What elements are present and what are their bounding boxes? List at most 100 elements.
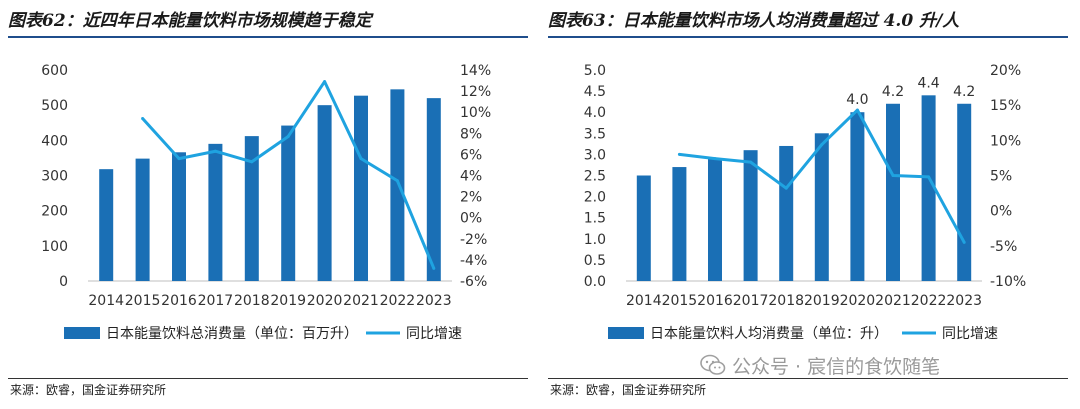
- y-right-tick-label: 20%: [990, 63, 1021, 79]
- y-right-tick-label: 2%: [460, 190, 482, 206]
- bar: [814, 133, 829, 281]
- y-right-tick-label: 0%: [990, 204, 1012, 220]
- y-left-tick-label: 3.0: [584, 147, 606, 163]
- growth-point: [820, 143, 824, 147]
- bar: [172, 152, 186, 281]
- x-tick-label: 2018: [234, 293, 270, 309]
- y-left-tick-label: 0: [59, 274, 68, 290]
- growth-point: [286, 134, 290, 138]
- bar: [317, 105, 332, 282]
- y-right-tick-label: 10%: [460, 105, 491, 121]
- y-right-tick-label: 12%: [460, 84, 491, 100]
- growth-point: [432, 266, 436, 270]
- bar: [354, 95, 368, 282]
- x-tick-label: 2023: [946, 293, 982, 309]
- bar: [99, 169, 114, 281]
- y-right-tick-label: -2%: [460, 232, 487, 248]
- y-left-tick-label: 1.5: [584, 211, 606, 227]
- x-tick-label: 2014: [626, 293, 662, 309]
- x-tick-label: 2021: [343, 293, 379, 309]
- y-right-tick-label: 8%: [460, 126, 482, 142]
- bar: [708, 158, 722, 281]
- y-left-tick-label: 2.0: [584, 190, 606, 206]
- bar: [426, 98, 441, 281]
- data-label: 4.0: [846, 92, 868, 108]
- legend-bar-swatch: [608, 327, 644, 339]
- x-tick-label: 2016: [697, 293, 733, 309]
- data-label: 4.4: [917, 75, 939, 91]
- y-right-tick-label: -5%: [990, 239, 1017, 255]
- chart-title: 图表63：日本能量饮料市场人均消费量超过 4.0 升/人: [548, 11, 960, 31]
- x-tick-label: 2023: [416, 293, 452, 309]
- legend-bar-label: 日本能量饮料人均消费量（单位：升）: [650, 326, 888, 342]
- bar: [244, 136, 259, 281]
- wechat-icon: [700, 354, 726, 375]
- y-right-tick-label: -6%: [460, 274, 487, 290]
- growth-point: [359, 157, 363, 161]
- source-divider: [8, 378, 528, 379]
- bar: [672, 167, 687, 281]
- bar: [390, 89, 405, 281]
- growth-point: [250, 160, 254, 164]
- bar: [779, 145, 794, 281]
- y-left-tick-label: 400: [41, 133, 68, 149]
- growth-point: [784, 186, 788, 190]
- bar: [636, 175, 651, 281]
- growth-point: [713, 157, 717, 161]
- x-tick-label: 2022: [911, 293, 947, 309]
- y-left-tick-label: 5.0: [584, 63, 606, 79]
- y-right-tick-label: 5%: [990, 169, 1012, 185]
- y-right-tick-label: -10%: [990, 274, 1026, 290]
- source-note: 来源：欧睿，国金证券研究所: [550, 383, 707, 397]
- y-right-tick-label: 14%: [460, 63, 491, 79]
- growth-point: [141, 117, 145, 121]
- bar: [886, 103, 900, 281]
- watermark-text: 公众号 · 宸信的食饮随笔: [732, 355, 941, 378]
- x-tick-label: 2021: [875, 293, 911, 309]
- y-right-tick-label: -4%: [460, 253, 487, 269]
- growth-point: [395, 179, 399, 183]
- bar: [281, 125, 296, 282]
- y-left-tick-label: 3.5: [584, 126, 606, 142]
- legend-bar-swatch: [64, 327, 100, 339]
- legend-line-label: 同比增速: [942, 326, 998, 342]
- x-tick-label: 2015: [125, 293, 161, 309]
- y-right-tick-label: 4%: [460, 169, 482, 185]
- source-divider: [548, 378, 1068, 379]
- source-note: 来源：欧睿，国金证券研究所: [10, 383, 167, 397]
- growth-point: [962, 240, 966, 244]
- growth-point: [177, 157, 181, 161]
- title-divider: [548, 36, 1068, 38]
- bar: [135, 158, 150, 281]
- growth-point: [749, 160, 753, 164]
- x-tick-label: 2014: [88, 293, 124, 309]
- y-left-tick-label: 200: [41, 204, 68, 220]
- legend-bar-label: 日本能量饮料总消费量（单位：百万升）: [106, 326, 358, 342]
- title-divider: [8, 36, 528, 38]
- bar: [208, 143, 223, 281]
- data-label: 4.2: [882, 84, 904, 100]
- watermark: 公众号 · 宸信的食饮随笔: [700, 352, 940, 378]
- y-left-tick-label: 4.5: [584, 84, 606, 100]
- x-tick-label: 2017: [198, 293, 234, 309]
- y-right-tick-label: 15%: [990, 98, 1021, 114]
- chart-63: 0.0 0.5 1.0 1.5 2.0 2.5 3.0 3.5 4.0 4.5 5.0 -10% -5%…: [584, 63, 1026, 342]
- chart-62: 0 100 200 300 400 500 600 -6% -4% -2% 0% 2% 4% 6% 8% 10…: [41, 63, 491, 342]
- x-tick-label: 2020: [840, 293, 876, 309]
- y-left-tick-label: 100: [41, 239, 68, 255]
- bar: [850, 112, 865, 281]
- chart-panel-63: 图表63：日本能量饮料市场人均消费量超过 4.0 升/人 0.0 0.5 1.0 1.…: [540, 0, 1080, 409]
- x-tick-label: 2022: [380, 293, 416, 309]
- y-left-tick-label: 600: [41, 63, 68, 79]
- y-right-tick-label: 10%: [990, 133, 1021, 149]
- y-left-tick-label: 0.0: [584, 274, 606, 290]
- growth-point: [891, 174, 895, 177]
- growth-point: [213, 149, 217, 153]
- chart-title: 图表62：近四年日本能量饮料市场规模趋于稳定: [8, 11, 372, 31]
- growth-point: [927, 175, 931, 179]
- y-left-tick-label: 300: [41, 169, 68, 185]
- legend-line-label: 同比增速: [406, 326, 462, 342]
- y-right-tick-label: 6%: [460, 147, 482, 163]
- y-left-tick-label: 4.0: [584, 105, 606, 121]
- x-tick-label: 2018: [768, 293, 804, 309]
